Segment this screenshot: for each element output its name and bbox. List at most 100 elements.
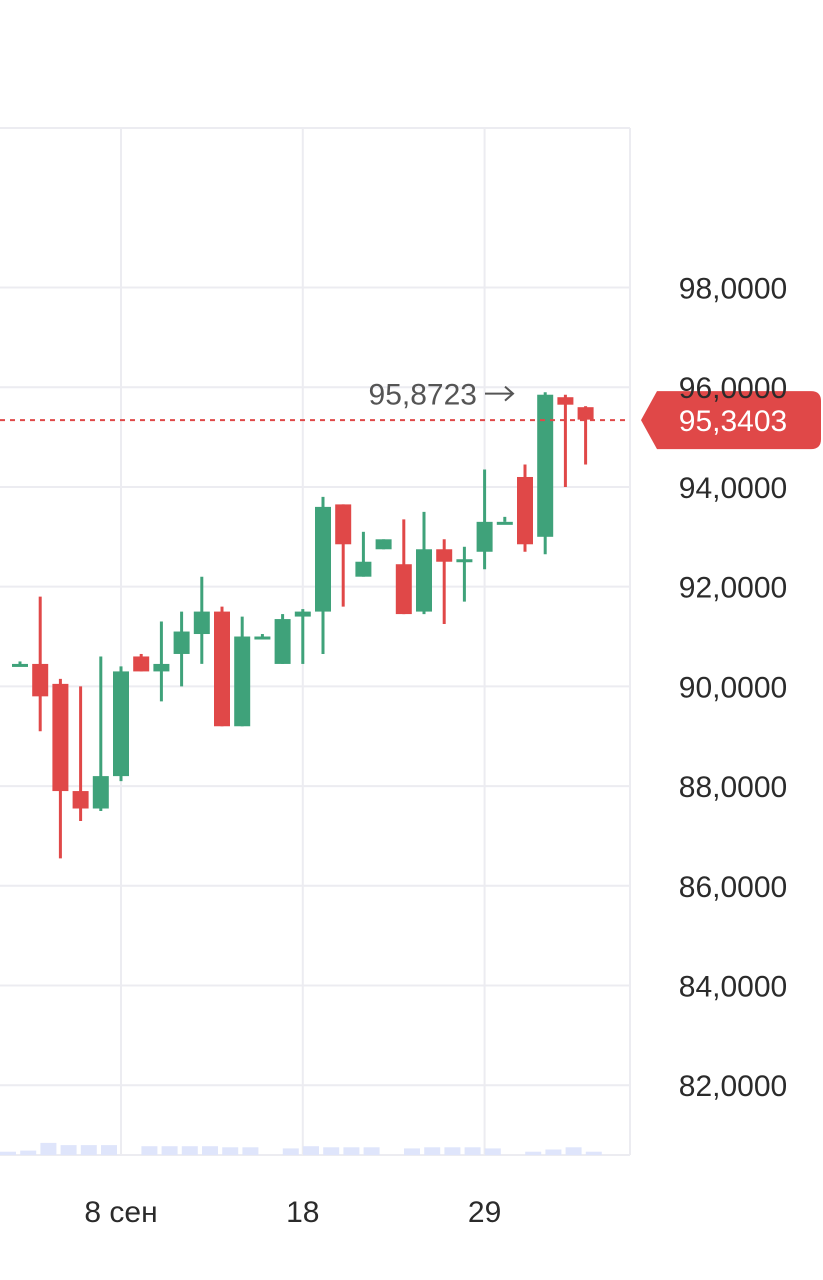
candle-up [193, 576, 210, 664]
candle-up [537, 392, 554, 555]
y-tick-label: 90,0000 [679, 671, 787, 704]
candle-up [496, 516, 513, 525]
candles [12, 392, 594, 859]
candle-down [395, 519, 412, 615]
candle-body [294, 611, 311, 617]
current-price-label: 95,3403 [679, 405, 787, 438]
candle-body [476, 521, 493, 552]
candle-up [375, 539, 392, 550]
candle-down [52, 678, 69, 859]
candle-body [72, 791, 89, 809]
y-tick-label: 82,0000 [679, 1070, 787, 1103]
x-tick-label: 8 сен [84, 1196, 157, 1229]
candle-up [12, 661, 28, 667]
volume-bar [404, 1148, 420, 1155]
candle-body [173, 631, 190, 654]
candle-down [72, 686, 89, 821]
volume-bar [565, 1147, 582, 1155]
candle-body [52, 683, 69, 792]
candle-up [294, 609, 311, 664]
candle-down [133, 653, 150, 672]
volume-bar [363, 1147, 380, 1155]
candle-down [557, 394, 574, 487]
candle-body [456, 559, 473, 563]
candle-up [254, 634, 271, 640]
candle-body [496, 521, 513, 525]
candle-body [517, 476, 533, 545]
y-tick-label: 98,0000 [679, 273, 787, 306]
volume-bar [464, 1147, 481, 1155]
volume-bar [525, 1151, 542, 1155]
volume-bar [202, 1146, 218, 1155]
volume-bar [222, 1147, 239, 1155]
y-tick-label: 88,0000 [679, 771, 787, 804]
volume-bar [181, 1146, 198, 1155]
volume-bar [60, 1145, 77, 1155]
candle-body [32, 663, 49, 697]
candle-body [113, 671, 129, 777]
candle-up [274, 614, 291, 664]
badge-shape [641, 391, 821, 450]
arrow-head-icon [504, 385, 515, 402]
candle-body [375, 539, 392, 550]
candle-body [234, 636, 251, 727]
candle-up [456, 546, 473, 602]
volume-bar [80, 1145, 97, 1155]
candle-up [92, 656, 109, 812]
volume-bar [161, 1146, 178, 1155]
candle-body [416, 549, 432, 612]
volume-bar [0, 1151, 16, 1155]
volume-bar [242, 1147, 259, 1155]
candle-down [517, 464, 533, 552]
volume-bar [484, 1148, 501, 1155]
volume-bar [343, 1147, 360, 1155]
candle-up [153, 621, 170, 702]
candle-body [355, 561, 372, 577]
y-tick-label: 94,0000 [679, 472, 787, 505]
axes: 98,0000 96,0000 94,0000 92,0000 90,0000 88,00… [84, 273, 787, 1229]
volume-bar [40, 1142, 57, 1155]
candle-down [436, 539, 453, 625]
x-tick-label: 29 [468, 1196, 501, 1229]
volume-bar [585, 1151, 602, 1155]
candle-up [416, 511, 432, 615]
candle-body [395, 564, 412, 615]
candle-down [214, 606, 230, 727]
grid [0, 127, 631, 1156]
volume-bar [545, 1149, 562, 1155]
candle-down [335, 504, 352, 607]
y-tick-label: 92,0000 [679, 572, 787, 605]
candle-down [32, 596, 49, 732]
candle-body [315, 506, 331, 612]
candle-body [133, 656, 150, 672]
volume-bar [424, 1147, 441, 1155]
volume-bar [282, 1148, 299, 1155]
volume-bar [323, 1147, 340, 1155]
candle-body [335, 504, 352, 545]
candle-body [537, 394, 554, 537]
candle-up [315, 496, 331, 654]
candle-up [476, 469, 493, 570]
candle-body [436, 549, 453, 562]
candle-body [153, 663, 170, 672]
y-tick-label: 86,0000 [679, 871, 787, 904]
volume-bar [444, 1147, 461, 1155]
candle-body [274, 619, 291, 664]
high-annotation-label: 95,8723 [369, 379, 477, 412]
volume-bar [141, 1146, 158, 1155]
candle-body [254, 636, 271, 640]
volume-bar [20, 1150, 37, 1155]
candle-up [113, 666, 129, 782]
current-price-badge: 95,3403 [641, 391, 821, 450]
candle-body [214, 611, 230, 727]
candle-up [355, 531, 372, 577]
volume-bar [303, 1146, 319, 1155]
candle-down [577, 406, 594, 465]
high-annotation: 95,8723 [369, 379, 515, 412]
candle-up [173, 611, 190, 687]
candle-body [577, 407, 594, 420]
overlays: 95,3403 95,8723 [0, 379, 821, 450]
candle-body [12, 663, 28, 667]
candle-body [193, 611, 210, 635]
